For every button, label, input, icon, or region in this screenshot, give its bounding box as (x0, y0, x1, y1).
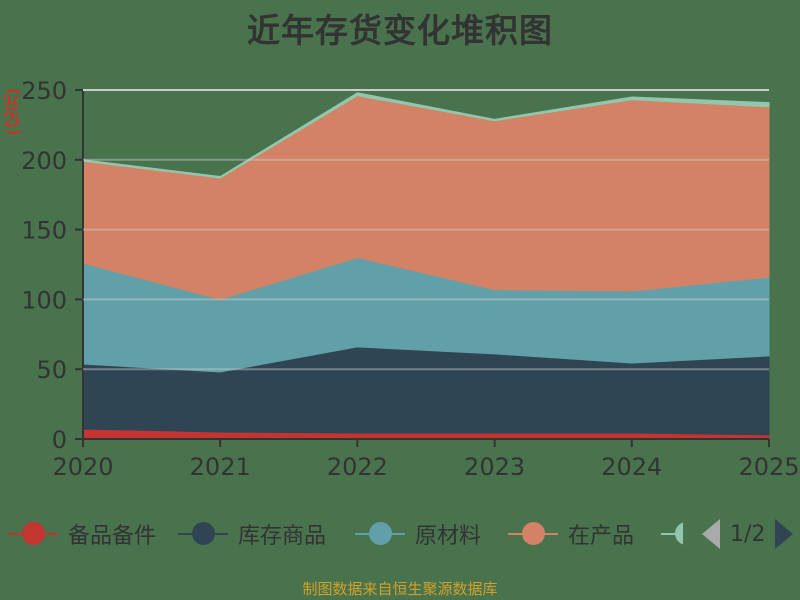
stacked-area-chart: 0 50 100 150 200 250 2020 2021 2022 2023 2024 2025 (21, 77, 799, 481)
legend-label: 原材料 (415, 524, 482, 549)
legend-pager: 1/2 (702, 514, 794, 554)
svg-text:100: 100 (21, 286, 67, 314)
chart-title: 近年存货变化堆积图 (247, 11, 553, 50)
legend-prev-page-icon[interactable] (702, 519, 720, 549)
legend-item-raw-materials[interactable]: 原材料 (355, 514, 481, 554)
svg-text:2020: 2020 (52, 453, 113, 481)
legend-label: 库存商品 (238, 524, 327, 549)
legend-item-partial[interactable] (661, 514, 683, 554)
legend-item-work-in-progress[interactable]: 在产品 (508, 514, 634, 554)
svg-text:2022: 2022 (327, 453, 388, 481)
area-series (82, 92, 770, 440)
legend-item-spare-parts[interactable]: 备品备件 (8, 514, 156, 554)
legend-item-finished-goods[interactable]: 库存商品 (178, 514, 326, 554)
data-source-note: 制图数据来自恒生聚源数据库 (302, 580, 498, 598)
svg-text:2023: 2023 (464, 453, 525, 481)
svg-text:0: 0 (52, 426, 67, 454)
svg-text:150: 150 (21, 217, 67, 245)
svg-text:200: 200 (21, 147, 67, 175)
legend-next-page-icon[interactable] (775, 519, 794, 549)
legend: 备品备件 库存商品 原材料 在产品 1/2 (0, 514, 800, 554)
area-layer (82, 92, 770, 179)
legend-marker-icon (508, 514, 558, 554)
legend-label: 备品备件 (68, 524, 157, 549)
area-layer (82, 95, 770, 300)
legend-marker-icon (661, 514, 683, 554)
svg-text:50: 50 (36, 356, 67, 384)
gridlines (83, 89, 769, 371)
axes: 0 50 100 150 200 250 2020 2021 2022 2023 2024 2025 (21, 77, 799, 481)
legend-marker-icon (355, 514, 405, 554)
svg-text:2024: 2024 (601, 453, 662, 481)
legend-page-indicator: 1/2 (730, 521, 766, 547)
svg-text:2025: 2025 (738, 453, 799, 481)
legend-marker-icon (8, 514, 58, 554)
svg-text:250: 250 (21, 77, 67, 105)
legend-label: 在产品 (568, 524, 635, 549)
legend-marker-icon (178, 514, 228, 554)
svg-text:2021: 2021 (190, 453, 251, 481)
